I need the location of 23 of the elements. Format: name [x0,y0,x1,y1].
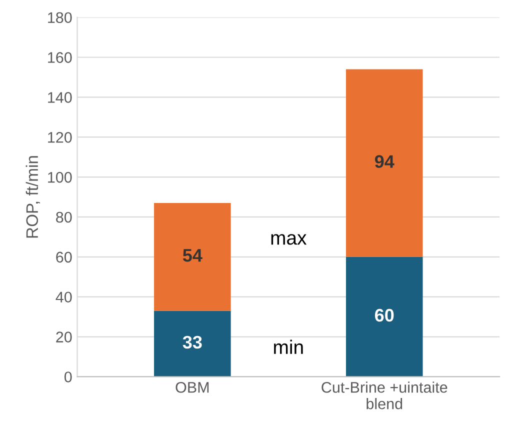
y-tick-label: 0 [64,372,72,382]
y-tick-label: 160 [48,52,72,63]
bar [346,256,423,377]
data-label: 60 [374,308,394,322]
data-label: 54 [182,249,202,262]
data-label: 94 [374,155,394,168]
x-tick-label: Cut-Brine +uintaite blend [322,382,448,410]
y-tick-label: 20 [56,332,72,342]
bar [154,203,231,311]
text: max [271,234,307,245]
text: min [274,340,303,354]
y-tick-label: 80 [56,212,72,223]
bar [346,69,423,257]
y-tick-label: 40 [56,292,72,303]
data-label: 33 [182,336,202,349]
bar [154,310,231,377]
y-tick-label: 180 [48,12,72,24]
y-tick-label: 60 [56,252,72,263]
x-tick-label: OBM [176,382,209,393]
y-axis-title: ROP, ft/min [26,156,40,238]
y-tick-label: 120 [48,132,72,143]
y-tick-label: 100 [48,172,72,183]
y-tick-label: 140 [48,92,72,103]
